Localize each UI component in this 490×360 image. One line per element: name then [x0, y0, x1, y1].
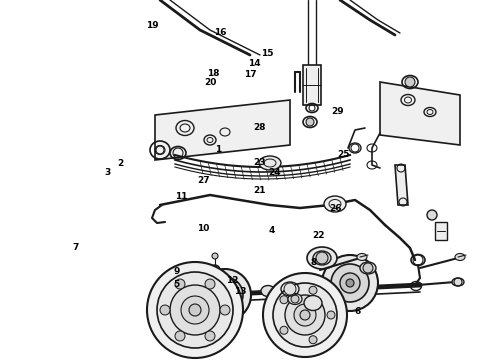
Circle shape	[189, 304, 201, 316]
Ellipse shape	[324, 196, 346, 212]
Circle shape	[340, 273, 360, 293]
Circle shape	[221, 291, 229, 299]
Circle shape	[212, 253, 218, 259]
Circle shape	[205, 279, 215, 289]
Circle shape	[157, 272, 233, 348]
Circle shape	[175, 279, 185, 289]
Polygon shape	[303, 65, 321, 105]
Text: 7: 7	[73, 243, 79, 252]
Ellipse shape	[307, 247, 337, 269]
Text: 10: 10	[197, 224, 210, 233]
Text: 16: 16	[214, 28, 227, 37]
Text: 2: 2	[117, 159, 123, 168]
Text: 25: 25	[337, 150, 349, 158]
Text: 8: 8	[311, 258, 317, 267]
Text: 26: 26	[329, 204, 342, 212]
Circle shape	[300, 310, 310, 320]
Text: 15: 15	[261, 49, 273, 58]
Text: 21: 21	[253, 186, 266, 195]
Text: 29: 29	[331, 107, 343, 116]
Circle shape	[220, 305, 230, 315]
Text: 27: 27	[197, 176, 210, 185]
Circle shape	[170, 285, 220, 335]
Circle shape	[294, 304, 316, 326]
Ellipse shape	[455, 253, 465, 261]
Circle shape	[427, 210, 437, 220]
Ellipse shape	[313, 251, 331, 265]
Circle shape	[285, 295, 325, 335]
Text: 3: 3	[105, 168, 111, 177]
Ellipse shape	[259, 156, 281, 170]
Circle shape	[327, 311, 335, 319]
Circle shape	[284, 283, 296, 295]
Text: 24: 24	[268, 168, 281, 177]
Text: 6: 6	[355, 307, 361, 316]
Ellipse shape	[304, 296, 322, 310]
Circle shape	[210, 265, 220, 275]
Text: 14: 14	[248, 59, 261, 68]
Circle shape	[205, 331, 215, 341]
Text: 11: 11	[175, 192, 188, 201]
Circle shape	[175, 331, 185, 341]
Polygon shape	[380, 82, 460, 145]
Circle shape	[207, 277, 243, 313]
Circle shape	[331, 264, 369, 302]
Ellipse shape	[357, 253, 367, 261]
Text: 12: 12	[226, 276, 239, 285]
Circle shape	[147, 262, 243, 358]
Text: 23: 23	[253, 158, 266, 166]
Ellipse shape	[261, 285, 275, 297]
Circle shape	[306, 118, 314, 126]
Circle shape	[309, 286, 317, 294]
Text: 9: 9	[173, 267, 180, 276]
Polygon shape	[435, 222, 447, 240]
Circle shape	[181, 296, 209, 324]
Ellipse shape	[288, 293, 302, 305]
Circle shape	[280, 326, 288, 334]
Ellipse shape	[360, 262, 376, 274]
Circle shape	[263, 273, 347, 357]
Text: 17: 17	[244, 71, 256, 80]
Circle shape	[309, 336, 317, 344]
Text: 5: 5	[173, 280, 179, 289]
Circle shape	[316, 252, 328, 264]
Circle shape	[280, 296, 288, 304]
Circle shape	[199, 269, 251, 321]
Text: 13: 13	[234, 287, 246, 296]
Polygon shape	[395, 165, 408, 205]
Text: 22: 22	[312, 231, 325, 240]
Polygon shape	[155, 100, 290, 160]
Circle shape	[291, 295, 299, 303]
Text: 18: 18	[207, 69, 220, 78]
Circle shape	[363, 263, 373, 273]
Text: 1: 1	[215, 145, 221, 154]
Circle shape	[160, 305, 170, 315]
Circle shape	[273, 283, 337, 347]
Text: 19: 19	[146, 22, 158, 31]
Circle shape	[215, 285, 235, 305]
Text: 4: 4	[269, 226, 275, 235]
Circle shape	[346, 279, 354, 287]
Text: 28: 28	[253, 123, 266, 132]
Text: 20: 20	[204, 78, 217, 87]
Circle shape	[405, 77, 415, 87]
Ellipse shape	[452, 278, 464, 286]
Circle shape	[322, 255, 378, 311]
